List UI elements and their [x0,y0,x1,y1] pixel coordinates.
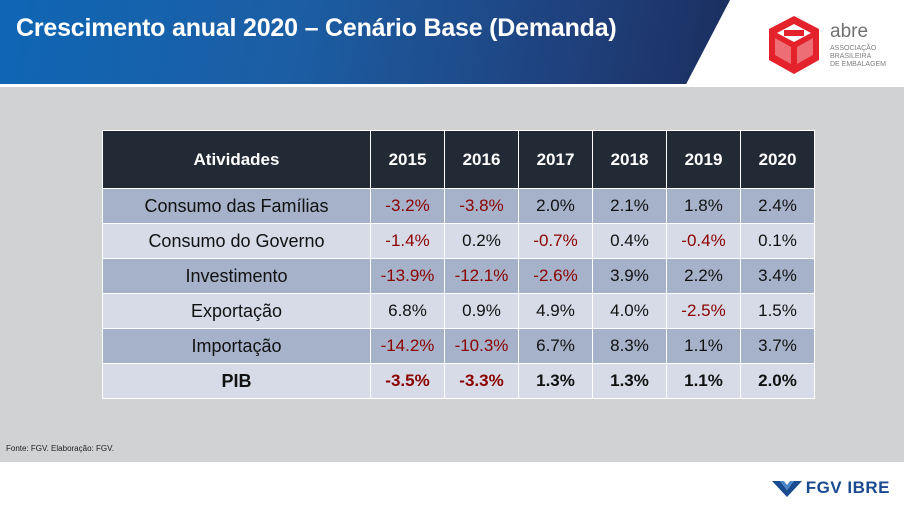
table-row: Investimento -13.9% -12.1% -2.6% 3.9% 2.2% 3.4… [102,258,815,294]
abre-subtitle: ASSOCIAÇÃO BRASILEIRA DE EMBALAGEM [830,45,900,69]
value-cell: 3.7% [740,328,815,364]
table-body: Consumo das Famílias -3.2% -3.8% 2.0% 2.1% 1.… [102,188,815,399]
table-row: PIB -3.5% -3.3% 1.3% 1.3% 1.1% 2.0% [102,363,815,399]
value-cell: 6.8% [370,293,445,329]
fgv-chevron-icon [771,481,802,497]
table-header-row: Atividades 2015 2016 2017 2018 2019 2020 [102,130,815,189]
table-row: Importação -14.2% -10.3% 6.7% 8.3% 1.1% 3.7% [102,328,815,364]
growth-table: Atividades 2015 2016 2017 2018 2019 2020… [102,130,815,399]
value-cell: -10.3% [444,328,519,364]
table-row: Exportação 6.8% 0.9% 4.9% 4.0% -2.5% 1.5% [102,293,815,329]
value-cell: 0.1% [740,223,815,259]
value-cell: -2.5% [666,293,741,329]
header-activities: Atividades [102,130,371,189]
value-cell: 2.0% [740,363,815,399]
header-year: 2017 [518,130,593,189]
value-cell: 3.4% [740,258,815,294]
activity-cell: Importação [102,328,371,364]
abre-subtitle-line: DE EMBALAGEM [830,61,887,68]
value-cell: 0.9% [444,293,519,329]
value-cell: 0.4% [592,223,667,259]
value-cell: 6.7% [518,328,593,364]
value-cell: 4.9% [518,293,593,329]
activity-cell: Consumo das Famílias [102,188,371,224]
activity-cell: Consumo do Governo [102,223,371,259]
abre-subtitle-line: ASSOCIAÇÃO [830,45,877,52]
growth-table-container: Atividades 2015 2016 2017 2018 2019 2020… [102,130,815,399]
slide-header: Crescimento anual 2020 – Cenário Base (D… [0,0,904,86]
value-cell: -0.4% [666,223,741,259]
abre-cube-icon [769,16,819,74]
slide-footer: FGV IBRE [0,462,904,509]
value-cell: -2.6% [518,258,593,294]
value-cell: -0.7% [518,223,593,259]
value-cell: 3.9% [592,258,667,294]
slide-title: Crescimento anual 2020 – Cenário Base (D… [16,14,617,42]
activity-cell: Investimento [102,258,371,294]
value-cell: 2.4% [740,188,815,224]
value-cell: 2.0% [518,188,593,224]
activity-cell: PIB [102,363,371,399]
value-cell: -13.9% [370,258,445,294]
value-cell: -1.4% [370,223,445,259]
value-cell: -3.3% [444,363,519,399]
value-cell: 1.1% [666,363,741,399]
source-note: Fonte: FGV. Elaboração: FGV. [6,444,114,453]
header-divider [0,84,904,87]
header-year: 2018 [592,130,667,189]
value-cell: 1.3% [592,363,667,399]
value-cell: 2.1% [592,188,667,224]
value-cell: 1.8% [666,188,741,224]
title-bar [0,0,730,84]
activity-cell: Exportação [102,293,371,329]
value-cell: 1.1% [666,328,741,364]
value-cell: 1.5% [740,293,815,329]
value-cell: -3.5% [370,363,445,399]
value-cell: 4.0% [592,293,667,329]
value-cell: 1.3% [518,363,593,399]
value-cell: 2.2% [666,258,741,294]
value-cell: 0.2% [444,223,519,259]
value-cell: -3.8% [444,188,519,224]
header-year: 2019 [666,130,741,189]
abre-logo: abre ASSOCIAÇÃO BRASILEIRA DE EMBALAGEM [765,14,895,76]
fgv-ibre-logo: FGV IBRE [771,478,890,498]
value-cell: -12.1% [444,258,519,294]
value-cell: -3.2% [370,188,445,224]
header-year: 2015 [370,130,445,189]
fgv-ibre-text: FGV IBRE [805,478,890,497]
header-year: 2020 [740,130,815,189]
abre-subtitle-line: BRASILEIRA [830,53,872,60]
abre-name: abre [830,21,869,42]
header-year: 2016 [444,130,519,189]
value-cell: -14.2% [370,328,445,364]
value-cell: 8.3% [592,328,667,364]
table-row: Consumo do Governo -1.4% 0.2% -0.7% 0.4% -0.4… [102,223,815,259]
table-row: Consumo das Famílias -3.2% -3.8% 2.0% 2.1% 1.… [102,188,815,224]
